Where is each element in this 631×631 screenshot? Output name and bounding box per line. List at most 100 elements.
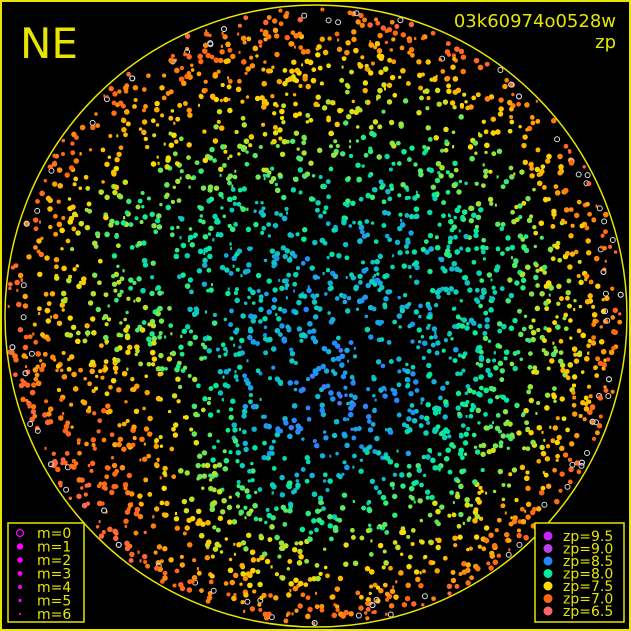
star-point bbox=[227, 47, 233, 53]
star-point bbox=[504, 511, 507, 515]
star-point bbox=[103, 214, 109, 221]
star-point bbox=[83, 377, 87, 381]
star-point bbox=[169, 232, 175, 238]
star-point bbox=[608, 244, 613, 249]
star-point bbox=[485, 491, 488, 495]
star-point bbox=[222, 375, 225, 379]
star-point bbox=[483, 129, 489, 135]
star-point bbox=[446, 291, 451, 296]
star-point bbox=[108, 133, 113, 139]
star-point bbox=[222, 449, 227, 454]
star-point bbox=[207, 432, 213, 438]
star-point bbox=[471, 432, 477, 438]
star-point bbox=[280, 245, 287, 251]
star-point bbox=[549, 358, 555, 364]
star-point bbox=[493, 267, 500, 273]
star-point bbox=[376, 94, 381, 100]
star-point bbox=[353, 426, 358, 432]
star-point bbox=[595, 283, 601, 289]
star-point bbox=[314, 563, 320, 568]
star-point bbox=[124, 421, 127, 425]
star-point bbox=[198, 218, 203, 223]
star-point bbox=[525, 446, 531, 452]
star-point bbox=[554, 439, 561, 446]
star-point bbox=[69, 402, 74, 407]
star-point bbox=[89, 368, 95, 375]
star-point bbox=[382, 302, 388, 308]
star-point bbox=[563, 312, 569, 318]
star-point bbox=[458, 571, 463, 577]
star-point bbox=[231, 255, 237, 262]
star-point bbox=[475, 362, 480, 366]
star-point bbox=[369, 40, 372, 44]
star-point bbox=[319, 387, 324, 393]
star-point bbox=[201, 262, 208, 268]
star-point bbox=[226, 84, 232, 90]
star-point bbox=[188, 239, 190, 243]
star-point bbox=[299, 338, 304, 343]
star-point bbox=[531, 318, 536, 323]
star-point bbox=[235, 378, 239, 382]
star-point bbox=[85, 186, 91, 191]
star-point bbox=[512, 515, 518, 521]
star-point bbox=[233, 374, 239, 379]
star-point bbox=[296, 326, 303, 332]
star-point bbox=[290, 187, 297, 193]
star-point bbox=[201, 281, 208, 287]
star-point bbox=[492, 443, 499, 449]
star-point bbox=[521, 326, 527, 332]
star-point bbox=[278, 136, 283, 141]
star-point bbox=[517, 203, 523, 209]
star-point bbox=[227, 223, 232, 228]
star-point bbox=[133, 510, 140, 517]
star-point bbox=[162, 470, 167, 476]
star-point bbox=[392, 512, 398, 518]
star-point bbox=[448, 213, 450, 217]
star-point bbox=[479, 374, 484, 379]
star-point bbox=[243, 446, 249, 453]
star-point bbox=[132, 280, 137, 285]
star-point bbox=[364, 314, 368, 319]
star-point bbox=[154, 462, 159, 467]
star-point bbox=[178, 76, 185, 82]
star-point bbox=[46, 411, 52, 417]
star-point bbox=[344, 255, 350, 261]
star-point bbox=[419, 414, 425, 420]
star-point bbox=[385, 612, 388, 616]
star-point bbox=[342, 432, 348, 439]
star-point bbox=[404, 196, 409, 201]
star-point bbox=[358, 224, 365, 231]
star-point bbox=[31, 382, 37, 388]
star-point bbox=[447, 239, 453, 245]
star-point bbox=[20, 378, 25, 383]
star-point bbox=[465, 105, 471, 111]
star-point bbox=[126, 367, 129, 371]
star-point bbox=[272, 222, 279, 229]
star-point bbox=[303, 582, 309, 588]
star-point bbox=[21, 353, 27, 359]
star-point bbox=[514, 402, 520, 409]
star-point bbox=[600, 308, 607, 315]
star-point bbox=[107, 304, 110, 308]
star-point bbox=[160, 113, 165, 118]
star-point bbox=[111, 100, 117, 106]
star-point bbox=[128, 277, 134, 283]
star-point bbox=[104, 465, 110, 470]
star-point bbox=[341, 65, 344, 69]
star-point bbox=[431, 560, 436, 565]
star-point bbox=[252, 152, 258, 159]
unmatched-star bbox=[9, 344, 16, 351]
star-point bbox=[136, 276, 142, 282]
star-point bbox=[391, 37, 396, 42]
star-point bbox=[540, 164, 546, 170]
star-point bbox=[320, 363, 327, 370]
star-point bbox=[191, 376, 198, 383]
star-point bbox=[503, 421, 508, 427]
star-point bbox=[179, 169, 184, 174]
star-point bbox=[458, 371, 463, 376]
star-point bbox=[472, 330, 478, 336]
star-point bbox=[586, 343, 591, 349]
star-point bbox=[568, 150, 572, 154]
star-point bbox=[84, 330, 91, 336]
star-point bbox=[355, 162, 361, 168]
